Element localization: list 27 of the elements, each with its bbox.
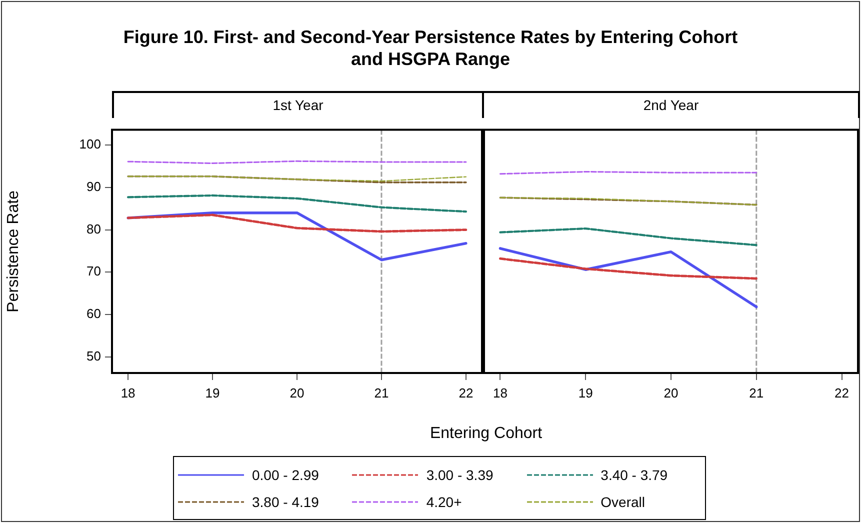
chart-subtitle: 1st Year bbox=[112, 91, 484, 118]
x-tick-label: 18 bbox=[492, 385, 508, 400]
x-tick-label: 21 bbox=[374, 385, 389, 400]
legend-label: 3.00 - 3.39 bbox=[426, 466, 494, 482]
x-tick-label: 19 bbox=[205, 385, 220, 400]
legend-label: 4.20+ bbox=[426, 494, 462, 510]
chart-title: Figure 10. First- and Second-Year Persistence Rates by Entering Cohort and HSGPA Range bbox=[122, 26, 739, 70]
y-tick-label: 60 bbox=[86, 306, 101, 322]
legend-label: 0.00 - 2.99 bbox=[252, 466, 319, 482]
y-tick-label: 80 bbox=[86, 221, 101, 236]
x-tick-label: 20 bbox=[290, 385, 304, 400]
y-axis-title: Persistence Rate bbox=[5, 190, 22, 312]
x-tick-label: 22 bbox=[834, 385, 850, 400]
legend-label: 3.80 - 4.19 bbox=[252, 494, 319, 510]
y-tick-label: 90 bbox=[86, 179, 101, 194]
legend-label: 3.40 - 3.79 bbox=[600, 466, 668, 482]
y-tick-label: 70 bbox=[86, 264, 101, 279]
chart-subtitle: 2nd Year bbox=[482, 91, 860, 118]
x-tick-label: 22 bbox=[458, 385, 474, 400]
x-axis-title: Entering Cohort bbox=[428, 425, 544, 443]
y-tick-label: 50 bbox=[86, 348, 101, 364]
x-tick-label: 20 bbox=[664, 385, 678, 400]
legend-label: Overall bbox=[600, 494, 646, 510]
x-tick-label: 21 bbox=[749, 385, 764, 400]
x-tick-label: 18 bbox=[120, 385, 136, 400]
x-tick-label: 19 bbox=[578, 385, 593, 400]
y-tick-label: 100 bbox=[79, 136, 101, 152]
